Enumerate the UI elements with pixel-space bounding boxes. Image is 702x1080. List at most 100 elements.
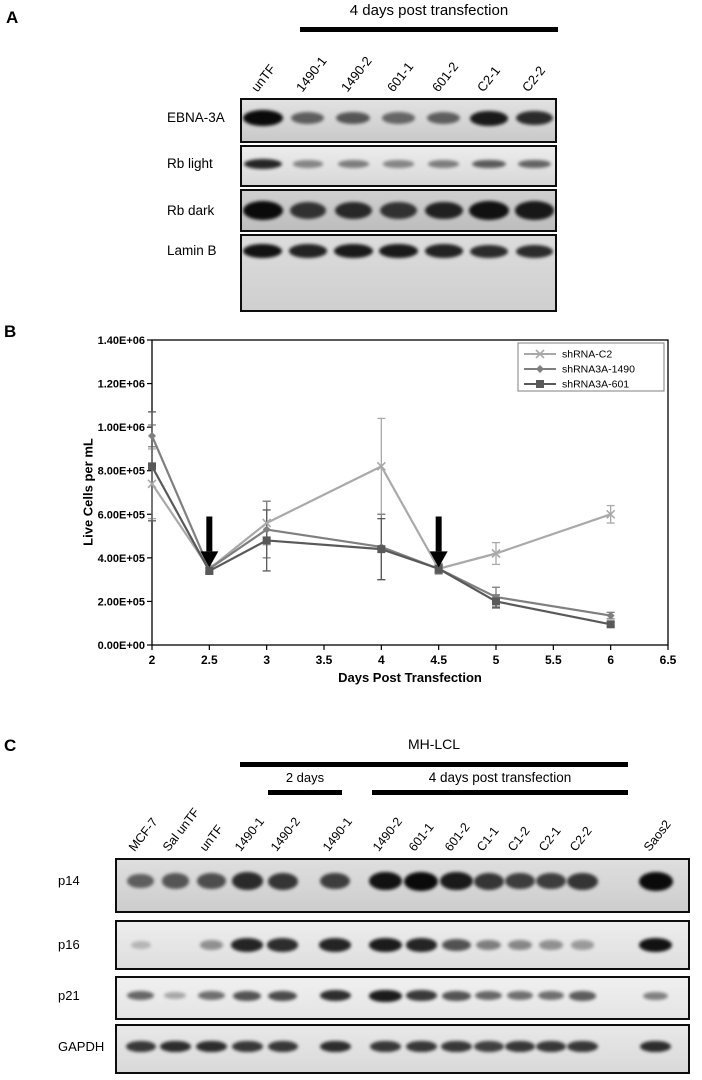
lane-label: 1490-1: [320, 814, 356, 854]
lane-label: unTF: [196, 822, 226, 854]
lane-label: unTF: [247, 61, 279, 95]
protein-band: [242, 110, 283, 127]
protein-band: [232, 1040, 263, 1053]
lane-label: C1-2: [504, 824, 533, 854]
svg-text:6: 6: [607, 653, 614, 667]
svg-text:5.5: 5.5: [545, 653, 562, 667]
lane-label: 601-1: [383, 59, 416, 95]
protein-band: [368, 938, 402, 952]
protein-band: [320, 872, 351, 890]
protein-band: [319, 1040, 351, 1053]
panel-a-header: 4 days post transfection: [349, 2, 509, 19]
svg-text:1.20E+06: 1.20E+06: [98, 379, 145, 391]
protein-band: [473, 872, 504, 890]
protein-band: [267, 872, 299, 890]
protein-band: [404, 871, 439, 891]
svg-text:5: 5: [493, 653, 500, 667]
lane-label: C2-1: [474, 63, 504, 95]
panel-a: A 4 days post transfection unTF 1490-1 149…: [0, 0, 702, 318]
protein-band: [472, 159, 506, 169]
protein-band: [288, 244, 327, 258]
protein-band: [470, 244, 508, 258]
panel-c-header-mhlcl-bar: [240, 762, 628, 767]
protein-band: [571, 940, 594, 950]
panel-a-label: A: [6, 8, 19, 27]
protein-band: [427, 112, 461, 125]
svg-text:4: 4: [378, 653, 385, 667]
lane-label: C2-1: [535, 824, 564, 854]
protein-band: [504, 1040, 536, 1053]
protein-band: [440, 871, 473, 891]
lane-label: 1490-2: [267, 814, 303, 854]
svg-text:4.00E+05: 4.00E+05: [98, 553, 145, 565]
protein-band: [159, 1040, 191, 1053]
lane-label: Saos2: [640, 817, 674, 854]
svg-text:8.00E+05: 8.00E+05: [98, 466, 145, 478]
protein-band: [638, 871, 673, 891]
lane-label: Sal unTF: [160, 805, 203, 854]
protein-band: [231, 938, 264, 952]
protein-band: [469, 110, 509, 126]
protein-band: [515, 244, 553, 258]
lane-label: 601-2: [428, 59, 462, 95]
blot-label: Rb light: [167, 155, 213, 171]
lane-label: MCF-7: [125, 815, 161, 854]
protein-band: [267, 938, 299, 952]
protein-band: [267, 1040, 299, 1053]
panel-c-header-4days: 4 days post transfection: [428, 770, 572, 785]
protein-band: [292, 160, 324, 168]
panel-a-header-bar: [300, 27, 558, 32]
protein-band: [643, 991, 668, 1000]
panel-c-header-4days-bar: [372, 790, 628, 795]
panel-c-label: C: [4, 736, 17, 755]
protein-band: [243, 158, 282, 169]
blot-image: [240, 145, 557, 187]
lane-label: 1490-2: [338, 53, 375, 95]
protein-band: [475, 991, 503, 1001]
svg-text:1.40E+06: 1.40E+06: [98, 335, 145, 347]
protein-band: [127, 991, 155, 1001]
blot-label: GAPDH: [58, 1038, 105, 1054]
protein-band: [268, 990, 298, 1001]
protein-band: [337, 160, 369, 168]
protein-band: [507, 940, 532, 950]
protein-band: [336, 112, 371, 125]
lane-label: C2-2: [519, 63, 549, 95]
protein-band: [198, 991, 225, 1001]
protein-band: [333, 244, 373, 259]
svg-text:4.5: 4.5: [430, 653, 447, 667]
protein-band: [379, 244, 418, 259]
protein-band: [406, 990, 437, 1002]
protein-band: [197, 873, 226, 889]
panel-b-label: B: [4, 322, 17, 341]
protein-band: [319, 990, 351, 1002]
y-axis-title: Live Cells per mL: [80, 438, 96, 546]
lane-label: 601-2: [441, 820, 473, 854]
protein-band: [506, 991, 533, 1001]
lane-label: 1490-1: [292, 53, 330, 95]
lane-label: C1-1: [473, 824, 502, 854]
protein-band: [476, 939, 502, 951]
protein-band: [567, 872, 598, 890]
protein-band: [504, 872, 535, 890]
svg-text:3.5: 3.5: [316, 653, 333, 667]
protein-band: [424, 244, 463, 258]
protein-band: [164, 992, 187, 1000]
protein-band: [130, 940, 152, 950]
protein-band: [242, 200, 283, 221]
blot-label: Rb dark: [167, 202, 215, 218]
protein-band: [233, 990, 262, 1001]
protein-band: [319, 938, 352, 952]
blot-label: p21: [58, 987, 80, 1003]
x-axis-title: Days Post Transfection: [338, 670, 482, 685]
blot-label: p14: [58, 873, 80, 889]
protein-band: [535, 872, 566, 890]
protein-band: [428, 160, 460, 168]
protein-band: [568, 991, 597, 1001]
svg-text:3: 3: [263, 653, 270, 667]
protein-band: [368, 990, 402, 1002]
protein-band: [289, 202, 327, 219]
protein-band: [380, 202, 417, 219]
protein-band: [231, 872, 263, 890]
lane-label: 1490-1: [232, 814, 268, 854]
